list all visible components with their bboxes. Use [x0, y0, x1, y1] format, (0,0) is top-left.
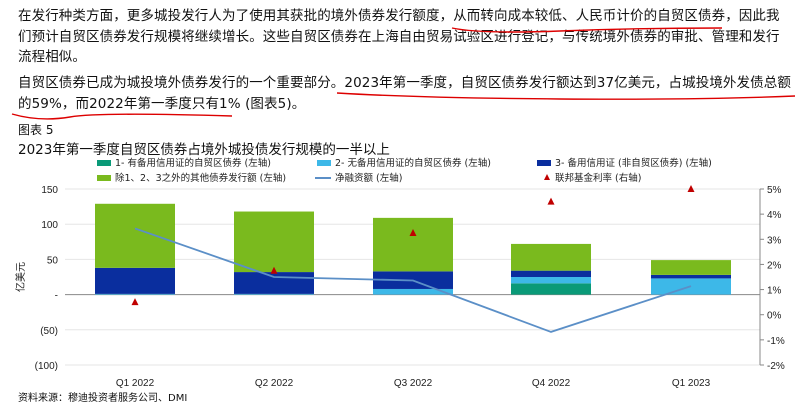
x-tick-label: Q4 2022 — [532, 378, 571, 389]
fed-rate-marker — [270, 266, 278, 274]
bar-segment — [651, 260, 731, 275]
legend-swatch — [97, 160, 111, 166]
y2-tick-label: -2% — [767, 361, 785, 372]
bar-segment — [511, 283, 591, 295]
y2-tick-label: 0% — [767, 311, 782, 322]
source-note: 资料来源：穆迪投资者服务公司、DMI — [18, 393, 188, 404]
y-tick-label: 150 — [41, 185, 58, 196]
paragraph-1: 在发行种类方面，更多城投发行人为了使用其获批的境外债券发行额度，从而转向成本较低… — [18, 8, 780, 65]
legend-label: 1- 有备用信用证的自贸区债券 (左轴) — [115, 157, 271, 169]
red-underline — [11, 113, 233, 120]
legend-label: 净融资额 (左轴) — [335, 172, 402, 184]
bar-segment — [511, 243, 591, 271]
y2-tick-label: 5% — [767, 185, 782, 196]
y-axis-label: 亿美元 — [14, 262, 27, 292]
chart-title: 2023年第一季度自贸区债券占境外城投债发行规模的一半以上 — [18, 142, 390, 158]
legend-swatch — [544, 174, 550, 180]
bar-segment — [234, 272, 314, 294]
legend-swatch — [317, 160, 331, 166]
paragraph-2: 自贸区债券已成为城投境外债券发行的一个重要部分。2023年第一季度，自贸区债券发… — [18, 75, 791, 112]
bar-segment — [373, 217, 453, 272]
y2-tick-label: 1% — [767, 286, 782, 297]
fed-rate-marker — [131, 298, 139, 306]
x-tick-label: Q2 2022 — [255, 378, 294, 389]
y2-tick-label: -1% — [767, 336, 785, 347]
red-underline — [451, 27, 723, 33]
red-underline — [336, 92, 796, 100]
y-tick-label: (50) — [40, 326, 58, 337]
y2-tick-label: 4% — [767, 210, 782, 221]
y2-tick-label: 2% — [767, 260, 782, 271]
bar-segment — [95, 293, 175, 295]
x-tick-label: Q1 2023 — [672, 378, 711, 389]
bar-segment — [95, 203, 175, 268]
legend-label: 2- 无备用信用证的自贸区债券 (左轴) — [335, 157, 491, 169]
legend-label: 3- 备用信用证 (非自贸区债券) (左轴) — [555, 157, 712, 169]
bar-segment — [234, 211, 314, 273]
net-financing-line — [134, 227, 692, 333]
bar-segment — [651, 274, 731, 279]
legend-label: 联邦基金利率 (右轴) — [555, 172, 641, 184]
bar-segment — [95, 267, 175, 294]
y-tick-label: (100) — [35, 361, 58, 372]
x-tick-label: Q3 2022 — [394, 378, 433, 389]
y2-tick-label: 3% — [767, 235, 782, 246]
legend-swatch — [537, 160, 551, 166]
bar-segment — [511, 270, 591, 277]
x-tick-label: Q1 2022 — [116, 378, 155, 389]
figure-label: 图表 5 — [18, 123, 54, 137]
legend-label: 除1、2、3之外的其他债券发行额 (左轴) — [115, 172, 286, 184]
bar-segment — [234, 293, 314, 295]
y-tick-label: 50 — [47, 255, 59, 266]
y-tick-label: 100 — [41, 220, 58, 231]
fed-rate-marker — [409, 229, 417, 236]
fed-rate-marker — [547, 197, 555, 205]
bar-segment — [373, 288, 453, 295]
bar-segment — [511, 277, 591, 284]
fed-rate-marker — [687, 185, 695, 192]
y-tick-label: - — [55, 291, 58, 302]
legend-swatch — [97, 175, 111, 181]
